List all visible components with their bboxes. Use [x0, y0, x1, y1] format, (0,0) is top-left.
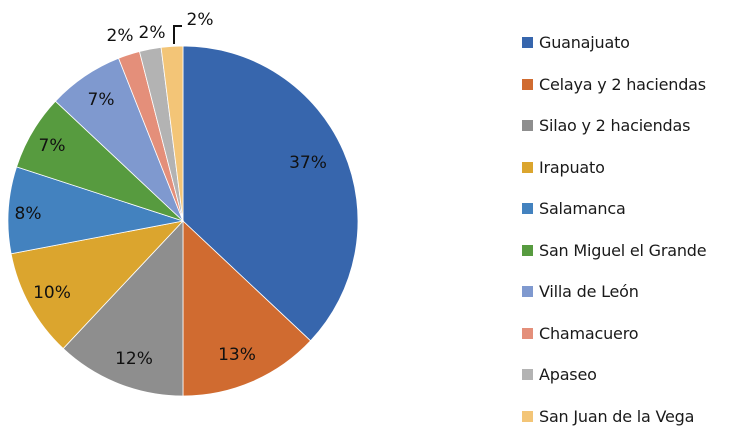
- legend-item-villa-de-leon: Villa de León: [522, 271, 706, 313]
- legend-swatch: [522, 162, 533, 173]
- legend-label: Irapuato: [539, 158, 605, 177]
- legend-item-silao: Silao y 2 haciendas: [522, 105, 706, 147]
- legend-swatch: [522, 328, 533, 339]
- legend-swatch: [522, 411, 533, 422]
- legend-item-guanajuato: Guanajuato: [522, 22, 706, 64]
- legend-label: Villa de León: [539, 282, 639, 301]
- legend-swatch: [522, 203, 533, 214]
- legend-item-san-juan-de-la-vega: San Juan de la Vega: [522, 396, 706, 437]
- legend-swatch: [522, 286, 533, 297]
- data-label: 2%: [139, 23, 166, 43]
- data-label: 8%: [15, 204, 42, 224]
- legend-label: Apaseo: [539, 365, 597, 384]
- legend-item-celaya: Celaya y 2 haciendas: [522, 64, 706, 106]
- data-label: 13%: [218, 345, 256, 365]
- legend-swatch: [522, 37, 533, 48]
- legend-swatch: [522, 245, 533, 256]
- legend-label: Celaya y 2 haciendas: [539, 75, 706, 94]
- legend-swatch: [522, 369, 533, 380]
- legend-item-irapuato: Irapuato: [522, 147, 706, 189]
- legend-label: Silao y 2 haciendas: [539, 116, 690, 135]
- legend: Guanajuato Celaya y 2 haciendas Silao y …: [522, 22, 706, 437]
- data-label: 2%: [187, 10, 214, 30]
- legend-item-chamacuero: Chamacuero: [522, 313, 706, 355]
- legend-label: Salamanca: [539, 199, 626, 218]
- legend-label: Chamacuero: [539, 324, 638, 343]
- leader-line: [174, 26, 182, 44]
- legend-label: San Juan de la Vega: [539, 407, 694, 426]
- legend-item-apaseo: Apaseo: [522, 354, 706, 396]
- data-label: 7%: [39, 136, 66, 156]
- data-label: 10%: [33, 283, 71, 303]
- legend-item-san-miguel: San Miguel el Grande: [522, 230, 706, 272]
- data-label: 2%: [107, 26, 134, 46]
- pie-slices: [8, 46, 358, 396]
- legend-item-salamanca: Salamanca: [522, 188, 706, 230]
- legend-swatch: [522, 120, 533, 131]
- legend-label: San Miguel el Grande: [539, 241, 706, 260]
- data-label: 12%: [115, 349, 153, 369]
- data-label: 37%: [289, 153, 327, 173]
- legend-label: Guanajuato: [539, 33, 630, 52]
- legend-swatch: [522, 79, 533, 90]
- data-label: 7%: [88, 90, 115, 110]
